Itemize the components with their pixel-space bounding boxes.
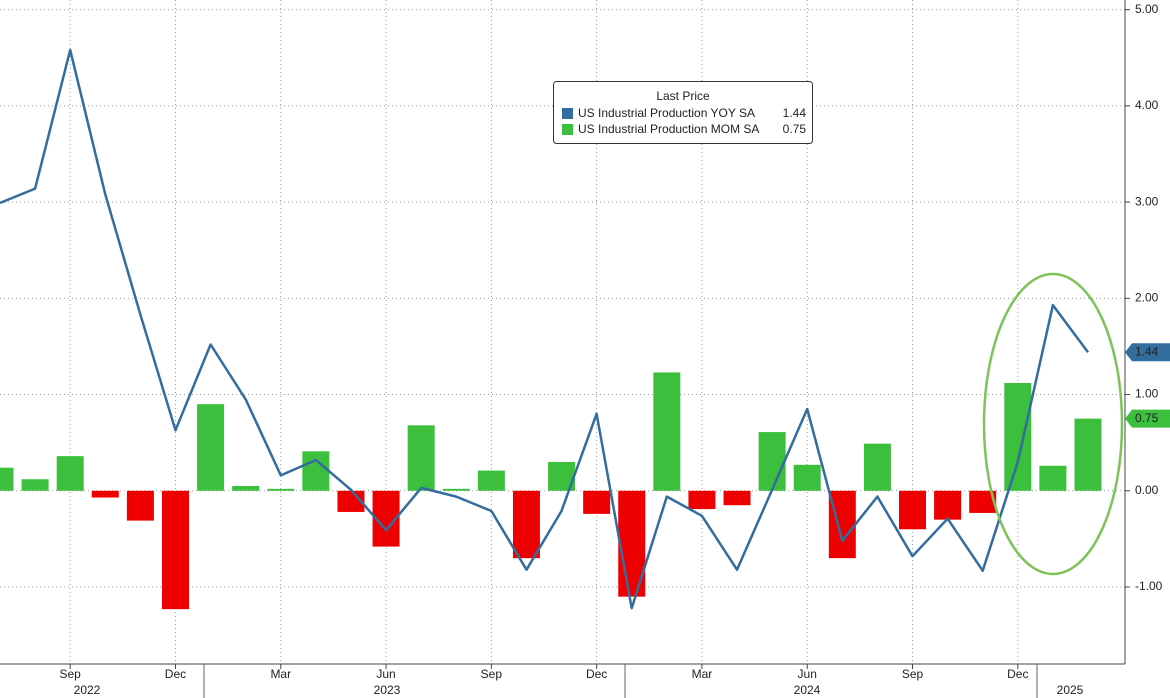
x-tick-label: Mar (692, 667, 713, 681)
bar (302, 451, 330, 491)
y-tick-label: 1.00 (1135, 387, 1159, 401)
x-tick-label: Dec (1007, 667, 1028, 681)
bar (407, 425, 435, 491)
legend-value: 1.44 (783, 106, 807, 120)
bar (653, 372, 681, 491)
legend-value: 0.75 (783, 122, 807, 136)
bar (688, 490, 716, 510)
bar (1074, 418, 1102, 491)
y-tick-label: 2.00 (1135, 290, 1159, 304)
x-tick-label: Dec (165, 667, 186, 681)
year-label: 2025 (1057, 683, 1084, 697)
legend: Last Price US Industrial Production YOY … (553, 81, 813, 144)
year-label: 2022 (74, 683, 101, 697)
y-tick-label: 4.00 (1135, 98, 1159, 112)
x-tick-label: Sep (902, 667, 924, 681)
bar (793, 464, 821, 491)
legend-box (553, 81, 813, 144)
bar (21, 479, 49, 491)
bar (91, 490, 119, 498)
bar (828, 490, 856, 559)
marks (0, 48, 1102, 610)
legend-swatch (562, 108, 573, 119)
highlight-ellipse (982, 272, 1124, 576)
value-tag (1125, 409, 1170, 428)
bar (477, 470, 505, 491)
bar (723, 490, 751, 506)
bar (863, 443, 891, 491)
value-tag-label: 0.75 (1135, 411, 1159, 425)
legend-swatch (562, 124, 573, 135)
tags: 1.44 0.75 (1125, 343, 1170, 428)
y-tick-label: 5.00 (1135, 2, 1159, 16)
legend-label: US Industrial Production MOM SA (578, 122, 759, 136)
grid (0, 0, 1125, 664)
x-tick-label: Jun (798, 667, 817, 681)
year-label: 2024 (794, 683, 821, 697)
x-tick-label: Jun (376, 667, 395, 681)
bar (512, 490, 540, 559)
bar (0, 467, 14, 491)
line (0, 48, 1090, 610)
bar (267, 488, 295, 491)
bar (442, 488, 470, 491)
bar (197, 404, 225, 491)
x-tick-label: Sep (60, 667, 82, 681)
value-tag-label: 1.44 (1135, 344, 1159, 358)
bar (583, 490, 611, 514)
year-label: 2023 (374, 683, 401, 697)
bar (969, 490, 997, 513)
bar (934, 490, 962, 520)
x-tick-label: Mar (270, 667, 291, 681)
bar (56, 456, 84, 491)
bar (161, 490, 189, 610)
bar (1039, 465, 1067, 491)
legend-label: US Industrial Production YOY SA (578, 106, 755, 120)
bar (1004, 383, 1032, 491)
bar (126, 490, 154, 521)
value-tag (1125, 343, 1170, 362)
legend-title: Last Price (656, 89, 710, 103)
x-tick-label: Sep (481, 667, 503, 681)
bar (758, 432, 786, 491)
y-tick-label: -1.00 (1135, 579, 1163, 593)
y-tick-label: 0.00 (1135, 483, 1159, 497)
bar (899, 490, 927, 530)
x-tick-label: Dec (586, 667, 607, 681)
bar (232, 485, 260, 491)
y-tick-label: 3.00 (1135, 194, 1159, 208)
